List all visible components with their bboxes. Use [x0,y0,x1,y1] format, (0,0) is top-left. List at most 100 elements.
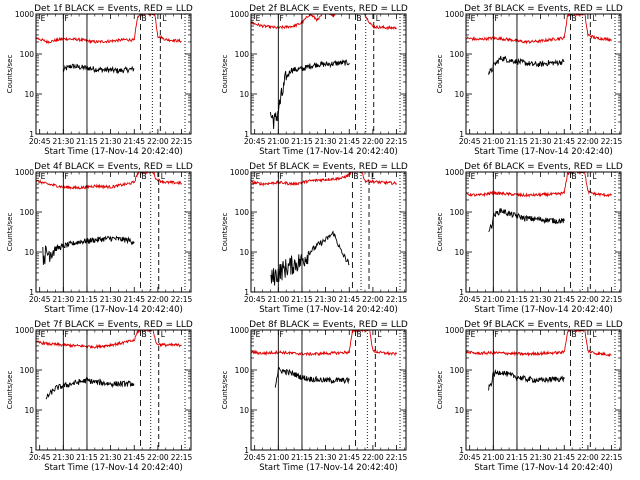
x-tick-label: 21:30 [100,137,122,146]
marker-label: B [357,14,362,23]
x-axis-label: Start Time (17-Nov-14 20:42:40) [44,147,183,157]
y-tick-label: 1000 [15,10,34,19]
x-tick-label: 21:45 [123,295,145,304]
x-tick-label: 21:00 [268,453,290,462]
marker-label: L [592,172,597,181]
x-tick-label: 21:30 [315,137,337,146]
x-tick-label: 21:30 [53,137,75,146]
x-tick-label: 20:45 [29,295,51,304]
x-tick-label: 21:45 [123,453,145,462]
y-tick-label: 1 [244,446,249,455]
x-tick-label: 22:00 [362,137,384,146]
lld-series-line [251,330,397,357]
x-tick-label: 21:30 [530,137,552,146]
x-tick-label: 21:30 [100,295,122,304]
x-tick-label: 22:00 [362,453,384,462]
plot-frame [250,171,407,293]
y-tick-label: 100 [450,208,465,217]
marker-label: E [256,330,261,339]
x-tick-label: 22:15 [601,137,623,146]
y-tick-label: 100 [20,208,35,217]
x-tick-label: 21:30 [315,295,337,304]
x-tick-label: 22:00 [147,295,169,304]
x-tick-label: 21:15 [506,137,528,146]
x-tick-label: 21:00 [483,137,505,146]
events-series-line [488,369,565,391]
lld-series-line [251,172,397,187]
y-tick-label: 1 [244,288,249,297]
x-axis-label: Start Time (17-Nov-14 20:42:40) [259,463,398,473]
marker-label: B [142,172,147,181]
x-tick-label: 20:45 [459,137,481,146]
x-axis-label: Start Time (17-Nov-14 20:42:40) [44,305,183,315]
x-tick-label: 21:30 [530,453,552,462]
x-tick-label: 21:45 [338,453,360,462]
y-tick-label: 1000 [445,326,464,335]
events-series-line [62,63,135,75]
y-tick-label: 1 [459,130,464,139]
y-tick-label: 10 [239,90,249,99]
lld-series-line [36,14,182,45]
x-tick-label: 21:45 [338,137,360,146]
y-tick-label: 10 [24,90,34,99]
x-tick-label: 21:45 [123,137,145,146]
marker-label: L [376,14,381,23]
y-axis-label: Counts/sec [436,213,444,252]
x-tick-label: 22:15 [601,453,623,462]
y-axis-label: Counts/sec [221,213,229,252]
plot-frame [250,13,407,135]
x-tick-label: 21:00 [483,295,505,304]
y-axis-label: Counts/sec [6,213,14,252]
plot-frame [465,171,622,293]
marker-label: F [279,14,283,23]
y-tick-label: 1 [459,288,464,297]
x-tick-label: 20:45 [244,453,266,462]
y-tick-label: 100 [450,366,465,375]
panel-title: Det 2f BLACK = Events, RED = LLD [249,4,408,14]
panel-title: Det 1f BLACK = Events, RED = LLD [34,4,193,14]
lld-series-line [466,172,612,198]
y-tick-label: 10 [454,406,464,415]
marker-label: F [279,330,283,339]
x-axis-label: Start Time (17-Nov-14 20:42:40) [259,147,398,157]
y-tick-label: 1 [29,288,34,297]
plot-frame [250,329,407,451]
lld-series-line [466,330,612,358]
x-tick-label: 20:45 [459,453,481,462]
x-tick-label: 21:15 [291,137,313,146]
y-tick-label: 1000 [445,10,464,19]
y-tick-label: 10 [454,90,464,99]
events-series-line [45,376,135,400]
x-tick-label: 21:45 [553,137,575,146]
marker-label: L [377,330,382,339]
marker-label: F [279,172,283,181]
x-tick-label: 20:45 [459,295,481,304]
marker-label: E [41,330,46,339]
panel-title: Det 3f BLACK = Events, RED = LLD [464,4,623,14]
marker-label: F [494,330,498,339]
x-tick-label: 21:15 [76,295,98,304]
x-tick-label: 22:15 [171,295,193,304]
x-tick-label: 21:15 [76,453,98,462]
marker-label: B [572,14,577,23]
panel-title: Det 7f BLACK = Events, RED = LLD [34,320,193,330]
marker-label: E [41,172,46,181]
y-axis-label: Counts/sec [436,371,444,410]
x-tick-label: 20:45 [29,453,51,462]
marker-label: E [41,14,46,23]
marker-label: F [494,172,498,181]
x-tick-label: 21:15 [506,453,528,462]
marker-label: F [64,14,68,23]
marker-label: B [357,330,362,339]
x-tick-label: 21:45 [338,295,360,304]
panel-title: Det 5f BLACK = Events, RED = LLD [249,162,408,172]
plot-frame [35,329,192,451]
y-tick-label: 100 [20,366,35,375]
y-tick-label: 1000 [15,168,34,177]
y-tick-label: 100 [450,50,465,59]
